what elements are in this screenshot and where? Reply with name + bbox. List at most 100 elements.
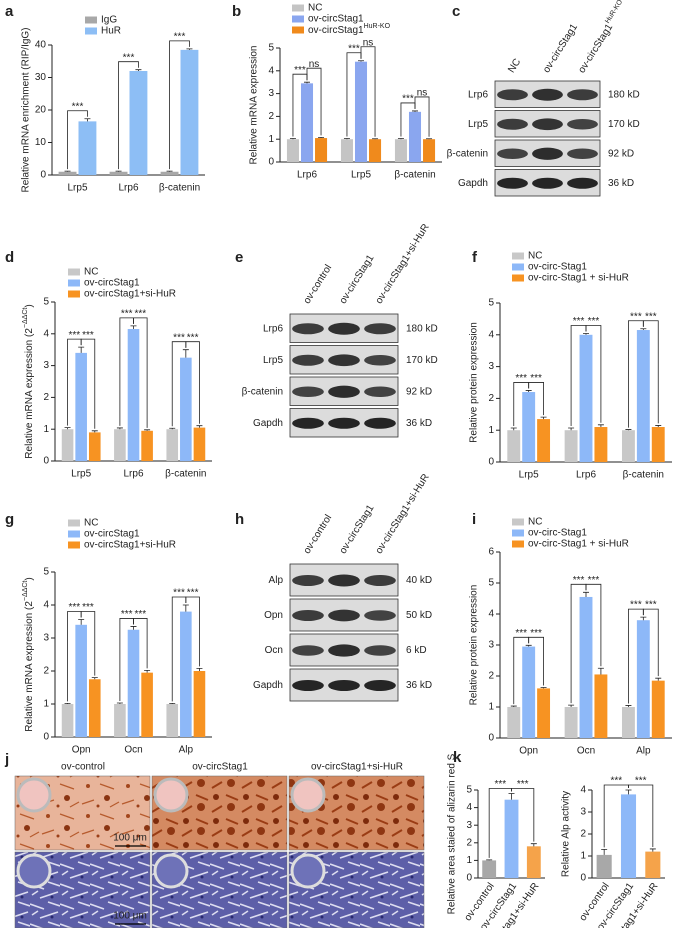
legend-label: NC [528, 517, 542, 528]
error-bar [166, 170, 173, 172]
error-bar [540, 687, 547, 689]
error-bar [289, 138, 296, 140]
y-tick-label: 2 [466, 837, 472, 848]
y-tick-label: 1 [580, 851, 586, 862]
blot-band [364, 680, 396, 691]
legend-label: NC [308, 3, 322, 14]
significance-label: *** [515, 628, 527, 639]
bar [193, 671, 206, 737]
image-column-label: ov-control [61, 762, 105, 773]
y-tick-label: 0 [488, 733, 494, 744]
bar [340, 139, 353, 162]
legend-label: ov-circStag1+si-HuR [84, 289, 176, 300]
error-bar [649, 848, 656, 852]
bar [507, 707, 521, 738]
blot-band [364, 575, 396, 586]
error-bar [304, 81, 310, 84]
legend-label: NC [84, 518, 98, 529]
y-tick-label: 3 [268, 88, 274, 99]
error-bar [169, 427, 176, 430]
protein-label: Alp [269, 575, 284, 586]
bar [127, 629, 140, 737]
blot-band [328, 385, 360, 398]
legend-label: IgG [101, 15, 117, 26]
well-inset [290, 777, 326, 813]
bar [651, 427, 665, 462]
bar [180, 357, 192, 461]
significance-bracket [133, 317, 148, 428]
error-bar [196, 425, 203, 428]
error-bar [358, 60, 364, 62]
bar [88, 432, 101, 461]
error-bar [397, 138, 404, 140]
bar [636, 620, 650, 738]
size-label: 170 kD [608, 119, 640, 130]
significance-label: *** [173, 588, 185, 599]
error-bar [130, 626, 137, 630]
significance-label: *** [530, 628, 542, 639]
blot-band [567, 119, 598, 130]
blot-band [292, 417, 324, 429]
significance-bracket [169, 40, 190, 170]
lane-label-part: ov-circStag1 [576, 22, 615, 75]
legend-label-part: ov-circStag1 [308, 25, 364, 36]
significance-label: *** [134, 609, 146, 620]
y-tick-label: 0 [580, 873, 586, 884]
lane-label: ov-circStag1 [541, 22, 580, 75]
size-label: 6 kD [406, 645, 427, 656]
x-tick-label: Lrp5 [351, 170, 371, 181]
y-tick-label: 1 [488, 425, 494, 436]
error-bar [318, 136, 325, 139]
y-axis-label: Relative mRNA expression (2−ΔΔCt) [22, 577, 34, 731]
error-bar [525, 390, 532, 393]
y-tick-label: 0 [43, 732, 49, 743]
error-bar [510, 427, 517, 431]
y-tick-label: 3 [43, 360, 49, 371]
significance-label: ns [363, 37, 374, 48]
y-axis-label: Relative mRNA expression (2−ΔΔCt) [22, 304, 34, 458]
lane-label: ov-circStag1+si-HuR [374, 222, 432, 306]
error-bar [84, 118, 91, 122]
x-tick-label: β-catenin [623, 470, 664, 481]
bar [166, 704, 179, 737]
panel-letter: h [235, 511, 244, 528]
y-axis-label: Relative protein expression [469, 322, 480, 443]
significance-bracket [80, 338, 96, 429]
legend-swatch [85, 16, 97, 24]
error-bar [91, 677, 98, 680]
legend-swatch [68, 279, 80, 287]
bar [564, 430, 578, 462]
x-tick-label: Lrp5 [71, 469, 91, 480]
y-axis-label-part: −ΔΔCt [22, 581, 29, 601]
significance-label: *** [187, 588, 199, 599]
bar [621, 707, 635, 738]
protein-label: Ocn [265, 645, 283, 656]
significance-label: *** [294, 65, 306, 76]
significance-bracket [511, 788, 535, 842]
lane-label-part: HuR-KO [605, 0, 625, 25]
y-tick-label: 1 [43, 424, 49, 435]
protein-label: Opn [264, 610, 283, 621]
x-tick-label: Lrp5 [519, 470, 539, 481]
legend-label: ov-circ-Stag1 + si-HuR [528, 539, 629, 550]
protein-label: Gapdh [253, 418, 283, 429]
bar [579, 334, 593, 462]
x-tick-label: Alp [179, 745, 194, 756]
blot-band [292, 323, 324, 335]
protein-label: Lrp6 [263, 323, 283, 334]
legend-label: NC [528, 251, 542, 262]
y-tick-label: 40 [35, 40, 47, 51]
significance-label: *** [630, 311, 642, 322]
y-tick-label: 30 [35, 72, 47, 83]
x-tick-label: Opn [519, 746, 538, 757]
blot-band [497, 148, 528, 159]
blot-band [532, 177, 563, 189]
x-tick-label: Lrp6 [576, 470, 596, 481]
significance-bracket [414, 96, 430, 137]
significance-label: *** [187, 332, 199, 343]
significance-label: *** [82, 602, 94, 613]
well-inset [16, 853, 52, 889]
error-bar [135, 69, 142, 71]
lane-label: ov-control [302, 513, 335, 556]
